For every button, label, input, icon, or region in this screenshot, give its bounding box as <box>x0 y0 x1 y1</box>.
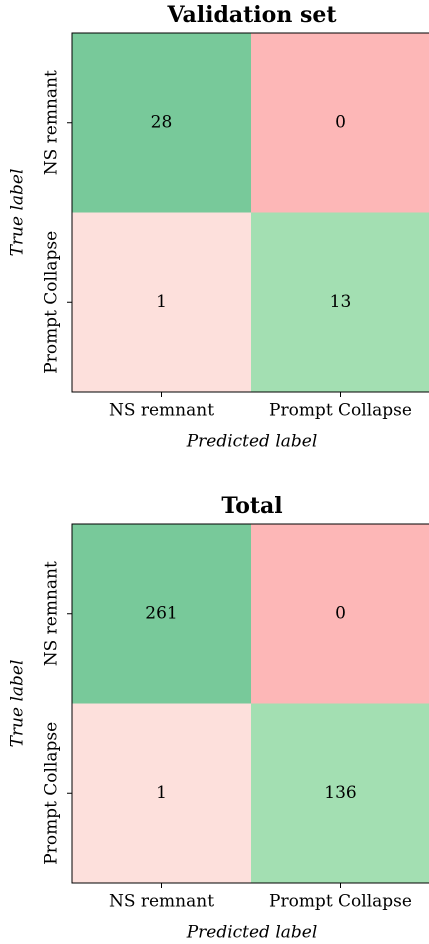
frame <box>71 523 429 884</box>
cell-label: 0 <box>335 603 346 623</box>
y-tick-label: Prompt Collapse <box>42 722 62 865</box>
cell <box>72 212 251 392</box>
cell-label: 1 <box>156 783 167 803</box>
y-tick-label: NS remnant <box>42 70 62 175</box>
chart-title: Validation set <box>166 2 337 28</box>
cell <box>251 33 429 213</box>
cell <box>72 703 251 883</box>
cell <box>251 524 429 704</box>
cell <box>72 524 251 704</box>
cell-label: 1 <box>156 292 167 312</box>
y-tick-label: Prompt Collapse <box>42 231 62 374</box>
x-axis-label: Predicted label <box>186 432 318 452</box>
cell-label: 0 <box>335 112 346 132</box>
x-axis-label: Predicted label <box>186 923 318 943</box>
x-tick-label: NS remnant <box>109 892 214 912</box>
cell-label: 261 <box>145 603 177 623</box>
y-axis-label: True label <box>8 660 28 748</box>
cell-label: 28 <box>151 112 173 132</box>
y-axis-label: True label <box>8 169 28 257</box>
frame <box>71 32 429 393</box>
cell <box>251 212 429 392</box>
cell <box>251 703 429 883</box>
cell <box>72 33 251 213</box>
cell-label: 13 <box>330 292 352 312</box>
x-tick-label: NS remnant <box>109 401 214 421</box>
chart-title: Total <box>221 493 282 519</box>
x-tick-label: Prompt Collapse <box>269 892 412 912</box>
x-tick-label: Prompt Collapse <box>269 401 412 421</box>
y-tick-label: NS remnant <box>42 561 62 666</box>
cell-label: 136 <box>324 783 356 803</box>
